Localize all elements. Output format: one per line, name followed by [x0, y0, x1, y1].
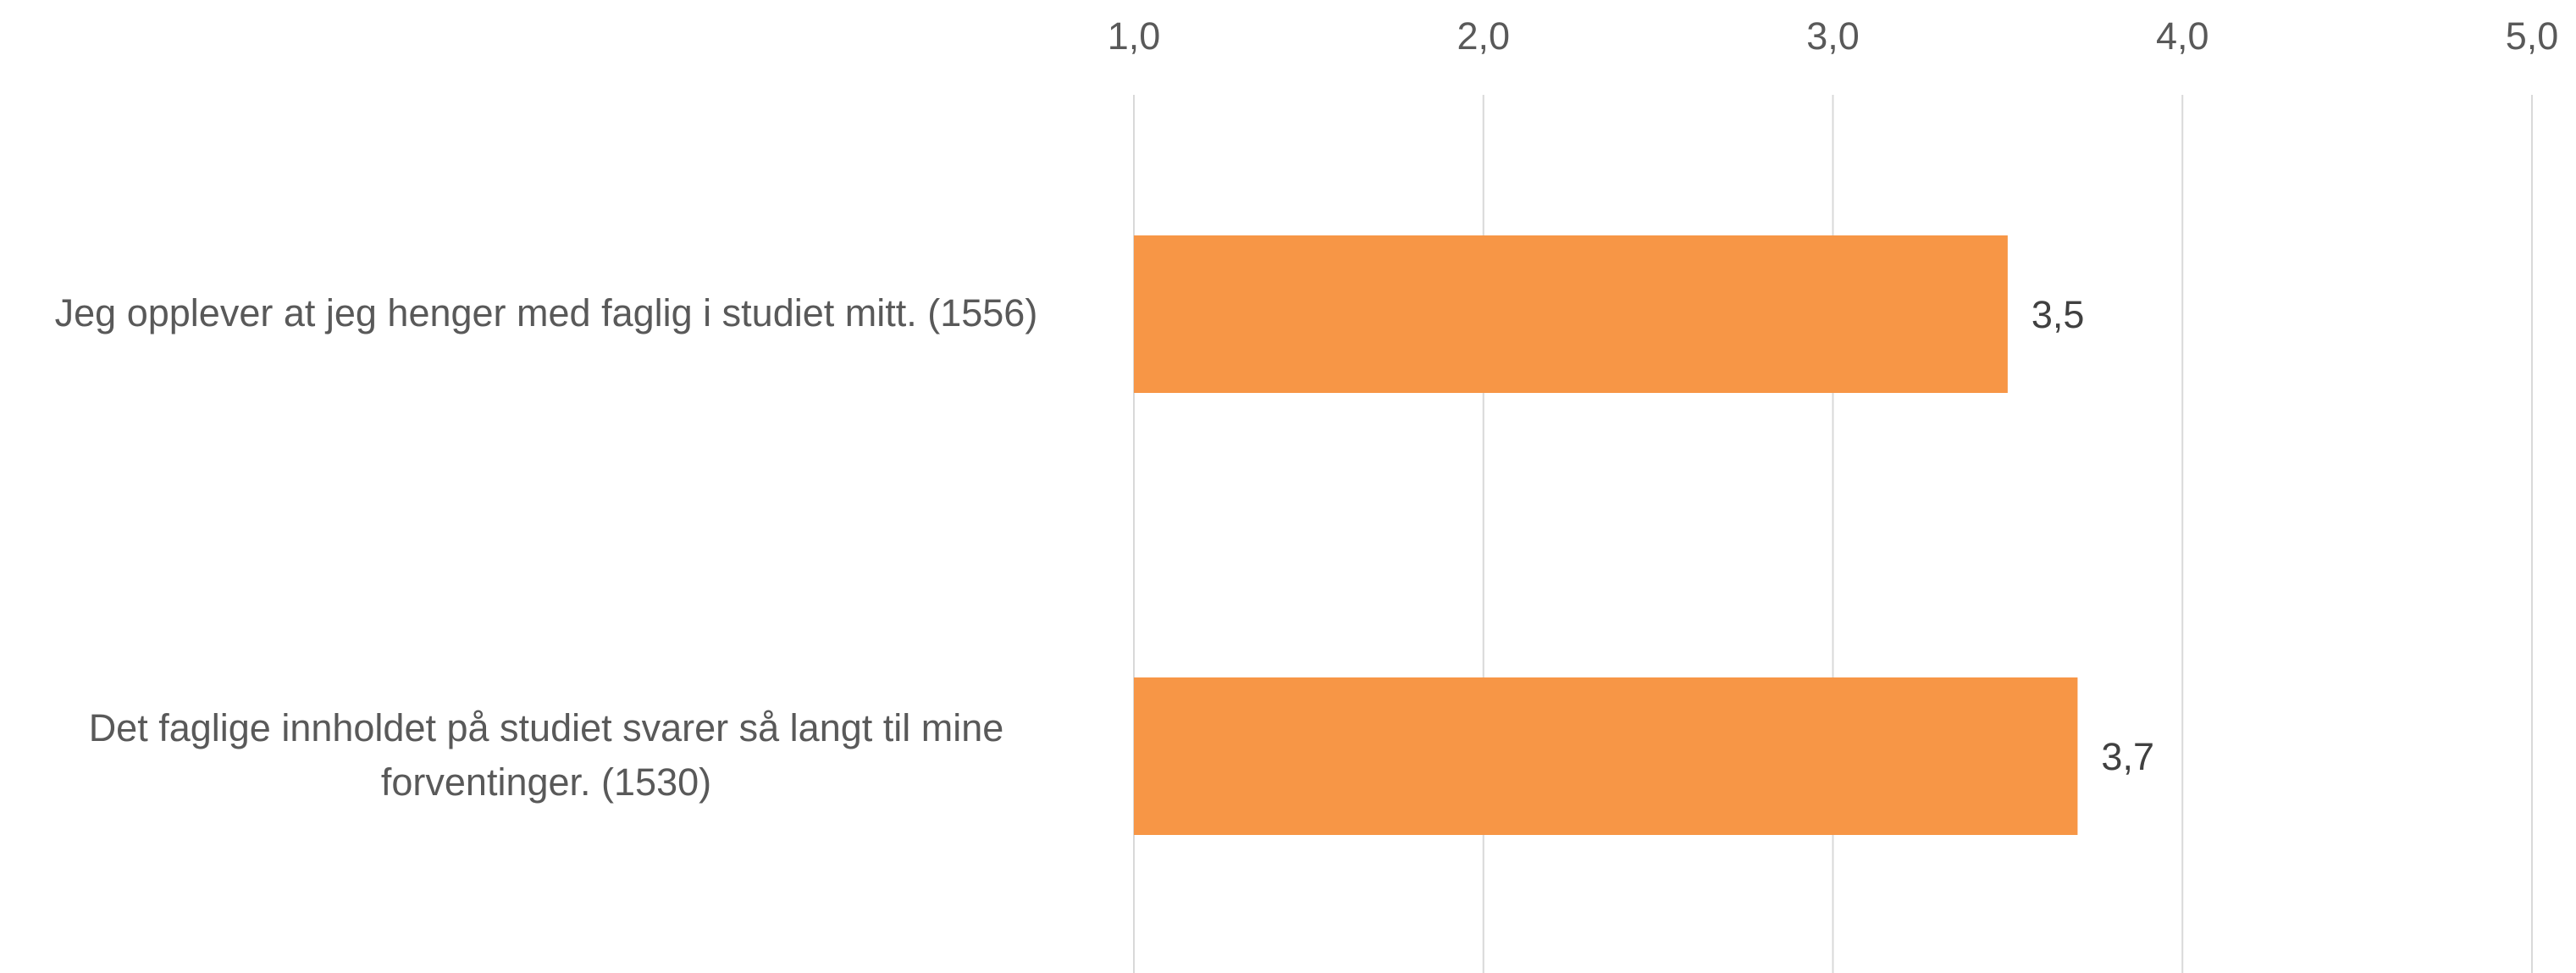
- x-tick-label: 1,0: [1108, 14, 1161, 58]
- gridlines: [1133, 95, 2533, 973]
- data-label: 3,7: [2101, 735, 2154, 778]
- category-label-2: Det faglige innholdet på studiet svarer …: [88, 706, 1004, 804]
- bar: [1134, 235, 2008, 393]
- x-tick-label: 4,0: [2156, 14, 2209, 58]
- data-label: 3,5: [2032, 293, 2085, 336]
- data-labels: 3,5 3,7: [2032, 293, 2154, 778]
- bars: [1134, 235, 2078, 835]
- category-label-1: Jeg opplever at jeg henger med faglig i …: [54, 291, 1038, 334]
- x-tick-label: 3,0: [1806, 14, 1860, 58]
- x-tick-label: 5,0: [2506, 14, 2559, 58]
- x-tick-label: 2,0: [1457, 14, 1510, 58]
- x-axis-ticks: 1,0 2,0 3,0 4,0 5,0: [1108, 14, 2559, 58]
- bar: [1134, 677, 2078, 835]
